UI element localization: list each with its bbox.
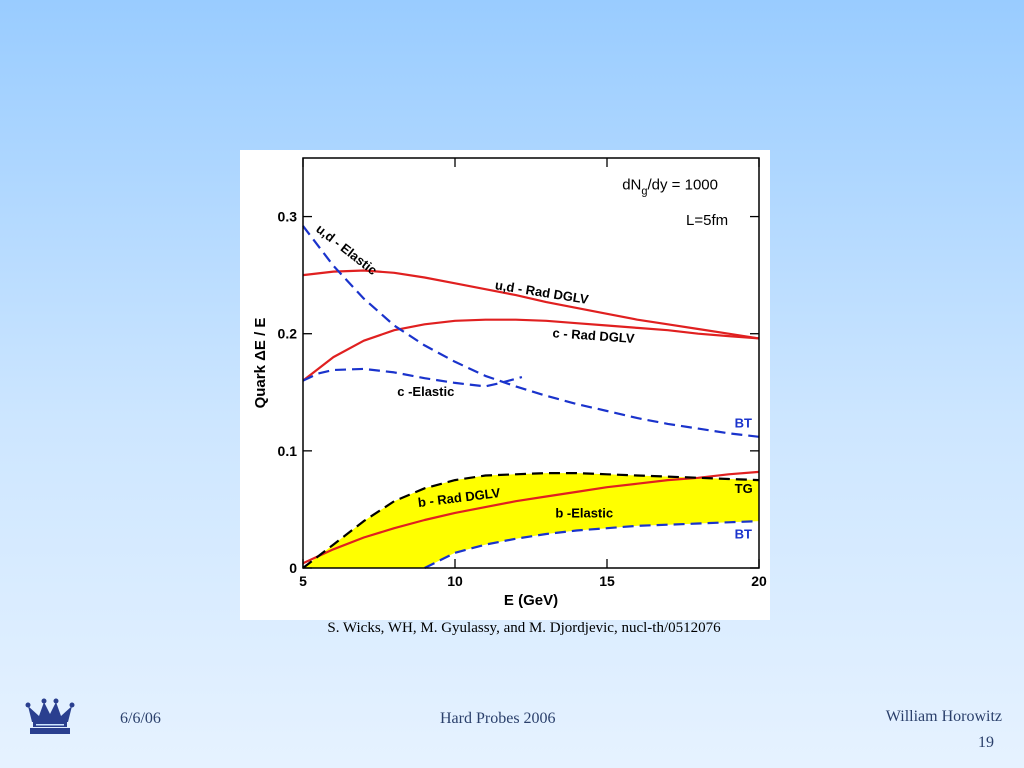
- annotation-density: dNg/dy = 1000: [622, 177, 718, 198]
- y-tick-label: 0.1: [278, 443, 298, 459]
- plot-frame: [302, 157, 760, 569]
- page-number: 19: [978, 734, 994, 751]
- y-tick-label: 0.3: [278, 209, 298, 225]
- citation-caption: S. Wicks, WH, M. Gyulassy, and M. Djordj…: [0, 620, 1024, 637]
- x-tick-label: 15: [599, 573, 615, 589]
- plot-area: 5 10 15 20 0 0.1 0.2 0.3 E (GeV) Quark ΔE / E dNg/…: [240, 150, 770, 620]
- x-tick-label: 20: [751, 573, 767, 589]
- series-u-d-elastic: [302, 225, 760, 438]
- series-c-rad-dglv: [302, 318, 760, 382]
- x-axis-label: E (GeV): [504, 592, 558, 609]
- x-tick-label: 5: [299, 573, 307, 589]
- series-tg: [302, 472, 760, 569]
- series-b-rad-dglv: [302, 470, 760, 565]
- series-bt: [424, 520, 760, 569]
- crown-icon: [25, 698, 75, 734]
- curve-label-u-d-elastic: u,d - Elastic: [313, 221, 380, 278]
- footer-conference: Hard Probes 2006: [440, 710, 556, 727]
- curve-label-c-elastic: c -Elastic: [397, 384, 454, 399]
- series-c-elastic: [302, 367, 523, 388]
- curve-label-bt: BT: [735, 527, 752, 542]
- series-u-d-rad-dglv: [302, 269, 760, 340]
- y-tick-label: 0.2: [278, 326, 298, 342]
- energy-loss-chart: 5 10 15 20 0 0.1 0.2 0.3 E (GeV) Quark ΔE / E dNg/…: [252, 157, 767, 609]
- curve-label-tg: TG: [735, 481, 753, 496]
- uncertainty-band: [303, 473, 759, 568]
- footer-date: 6/6/06: [120, 710, 161, 727]
- y-tick-label: 0: [289, 560, 297, 576]
- annotation-length: L=5fm: [686, 212, 728, 229]
- y-axis-label: Quark ΔE / E: [252, 318, 269, 409]
- curve-label-bt: BT: [735, 415, 752, 430]
- curve-label-b-elastic: b -Elastic: [555, 506, 613, 521]
- curve-label-c-rad-dglv: c - Rad DGLV: [552, 325, 635, 346]
- footer-author: William Horowitz: [885, 708, 1002, 725]
- citation-text: S. Wicks, WH, M. Gyulassy, and M. Djordj…: [327, 620, 721, 636]
- curve-label-u-d-rad-dglv: u,d - Rad DGLV: [494, 277, 590, 307]
- x-tick-label: 10: [447, 573, 463, 589]
